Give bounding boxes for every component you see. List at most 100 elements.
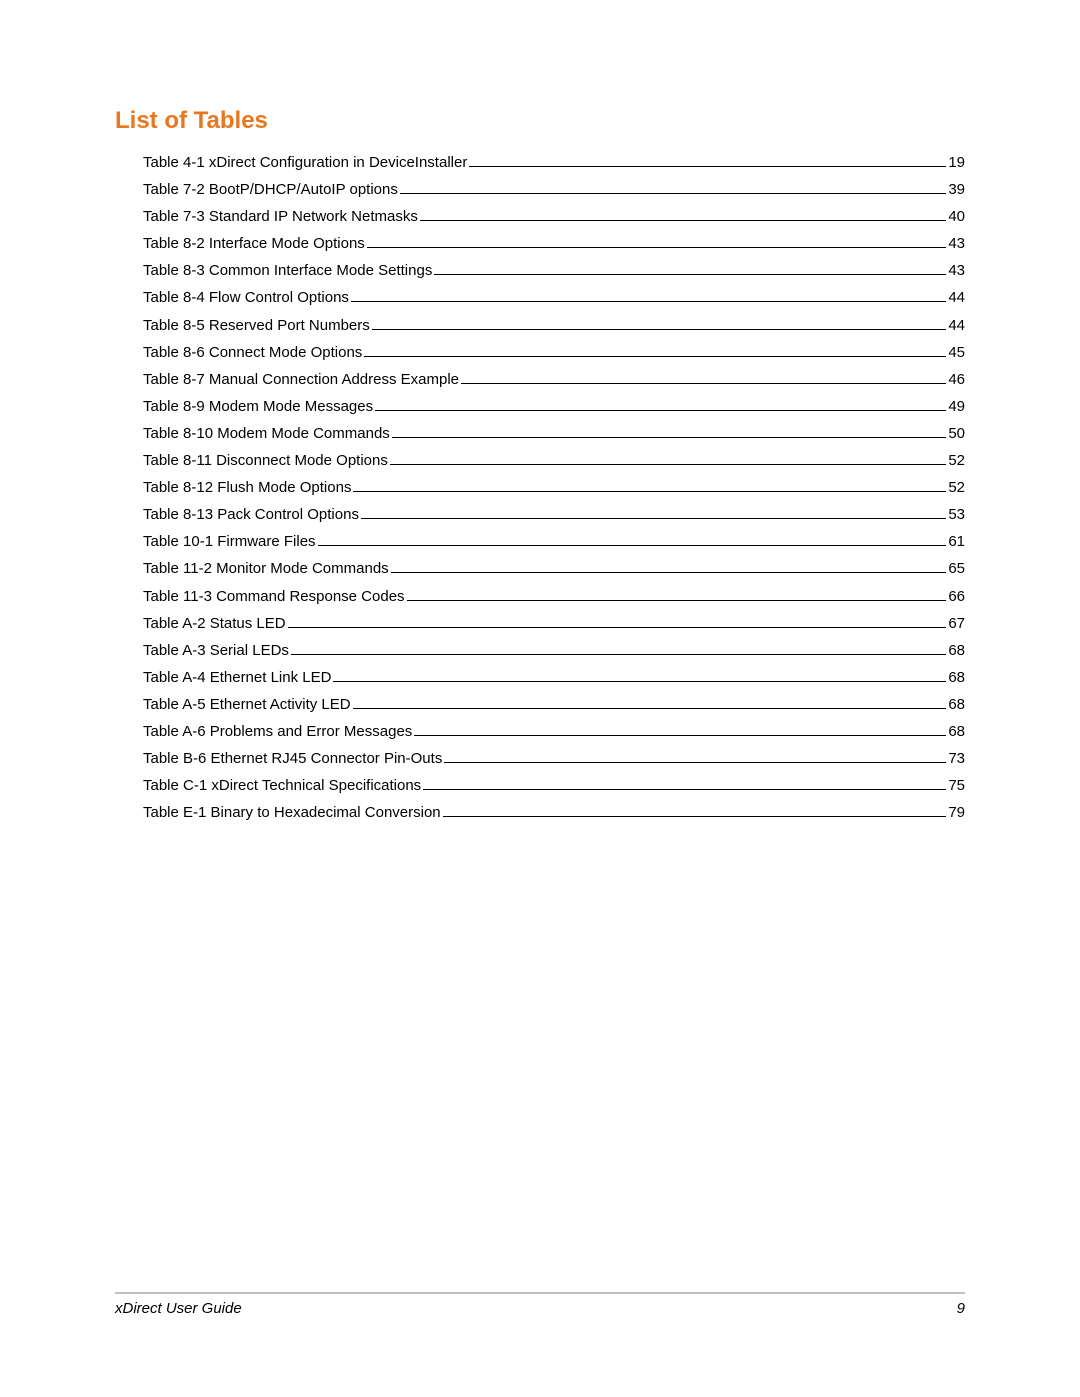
toc-entry[interactable]: Table 8-3 Common Interface Mode Settings…	[143, 261, 965, 281]
toc-entry-label: Table 8-13 Pack Control Options	[143, 505, 359, 525]
toc-leader	[351, 301, 946, 302]
toc-entry[interactable]: Table 11-3 Command Response Codes 66	[143, 587, 965, 607]
toc-entry[interactable]: Table 7-2 BootP/DHCP/AutoIP options 39	[143, 180, 965, 200]
toc-leader	[423, 789, 946, 790]
toc-entry-page: 46	[948, 370, 965, 390]
toc-entry[interactable]: Table A-5 Ethernet Activity LED 68	[143, 695, 965, 715]
toc-entry-page: 45	[948, 343, 965, 363]
toc-entry[interactable]: Table 8-7 Manual Connection Address Exam…	[143, 370, 965, 390]
toc-entry-page: 40	[948, 207, 965, 227]
toc-leader	[291, 654, 946, 655]
toc-leader	[367, 247, 947, 248]
toc-entry-page: 52	[948, 478, 965, 498]
toc-entry-page: 75	[948, 776, 965, 796]
toc-entry-label: Table 8-10 Modem Mode Commands	[143, 424, 390, 444]
toc-entry-page: 19	[948, 153, 965, 173]
toc-leader	[318, 545, 947, 546]
toc-entry-label: Table A-2 Status LED	[143, 614, 286, 634]
toc-entry[interactable]: Table 7-3 Standard IP Network Netmasks 4…	[143, 207, 965, 227]
toc-entry[interactable]: Table A-6 Problems and Error Messages 68	[143, 722, 965, 742]
toc-entry-page: 53	[948, 505, 965, 525]
toc-entry-label: Table 8-3 Common Interface Mode Settings	[143, 261, 432, 281]
toc-entry[interactable]: Table A-4 Ethernet Link LED 68	[143, 668, 965, 688]
page-title: List of Tables	[115, 107, 965, 135]
toc-leader	[444, 762, 946, 763]
toc-entry-label: Table 7-3 Standard IP Network Netmasks	[143, 207, 418, 227]
footer-doc-title: xDirect User Guide	[115, 1300, 242, 1317]
toc-entry-label: Table 10-1 Firmware Files	[143, 532, 316, 552]
toc-entry[interactable]: Table A-2 Status LED 67	[143, 614, 965, 634]
toc-leader	[333, 681, 946, 682]
toc-entry-label: Table 4-1 xDirect Configuration in Devic…	[143, 153, 467, 173]
toc-entry[interactable]: Table 8-10 Modem Mode Commands 50	[143, 424, 965, 444]
toc-entry-label: Table 8-6 Connect Mode Options	[143, 343, 362, 363]
toc-entry[interactable]: Table 8-5 Reserved Port Numbers 44	[143, 316, 965, 336]
toc-entry-page: 68	[948, 722, 965, 742]
toc-entry-label: Table 7-2 BootP/DHCP/AutoIP options	[143, 180, 398, 200]
toc-entry-label: Table 8-5 Reserved Port Numbers	[143, 316, 370, 336]
toc-leader	[375, 410, 946, 411]
toc-entry-label: Table 8-11 Disconnect Mode Options	[143, 451, 388, 471]
toc-entry[interactable]: Table 8-12 Flush Mode Options 52	[143, 478, 965, 498]
toc-entry-label: Table 11-3 Command Response Codes	[143, 587, 405, 607]
toc-entry-label: Table E-1 Binary to Hexadecimal Conversi…	[143, 803, 441, 823]
toc-entry-page: 50	[948, 424, 965, 444]
toc-leader	[390, 464, 946, 465]
toc-entry[interactable]: Table 8-13 Pack Control Options 53	[143, 505, 965, 525]
toc-leader	[361, 518, 946, 519]
toc-entry[interactable]: Table E-1 Binary to Hexadecimal Conversi…	[143, 803, 965, 823]
toc-leader	[288, 627, 947, 628]
toc-entry[interactable]: Table 8-6 Connect Mode Options 45	[143, 343, 965, 363]
toc-entry[interactable]: Table A-3 Serial LEDs68	[143, 641, 965, 661]
toc-entry-page: 68	[948, 668, 965, 688]
footer-page-number: 9	[957, 1300, 965, 1317]
toc-entry-label: Table 8-2 Interface Mode Options	[143, 234, 365, 254]
toc-entry-label: Table 8-9 Modem Mode Messages	[143, 397, 373, 417]
page-footer: xDirect User Guide 9	[115, 1292, 965, 1317]
toc-entry[interactable]: Table 8-11 Disconnect Mode Options 52	[143, 451, 965, 471]
document-page: List of Tables Table 4-1 xDirect Configu…	[0, 0, 1080, 1397]
toc-leader	[414, 735, 946, 736]
toc-leader	[400, 193, 946, 194]
toc-leader	[392, 437, 947, 438]
toc-entry-page: 66	[948, 587, 965, 607]
toc-entry[interactable]: Table 11-2 Monitor Mode Commands 65	[143, 559, 965, 579]
toc-entry-page: 39	[948, 180, 965, 200]
toc-leader	[420, 220, 946, 221]
toc-entry[interactable]: Table B-6 Ethernet RJ45 Connector Pin-Ou…	[143, 749, 965, 769]
toc-entry-label: Table A-5 Ethernet Activity LED	[143, 695, 351, 715]
toc-entry-page: 49	[948, 397, 965, 417]
toc-entry-page: 44	[948, 316, 965, 336]
toc-entry-page: 79	[948, 803, 965, 823]
toc-entry[interactable]: Table 8-9 Modem Mode Messages 49	[143, 397, 965, 417]
toc-entry-label: Table 11-2 Monitor Mode Commands	[143, 559, 389, 579]
toc-entry-label: Table B-6 Ethernet RJ45 Connector Pin-Ou…	[143, 749, 442, 769]
toc-entry-page: 43	[948, 261, 965, 281]
toc-entry[interactable]: Table 8-4 Flow Control Options 44	[143, 288, 965, 308]
toc-leader	[443, 816, 947, 817]
toc-entry-page: 68	[948, 695, 965, 715]
toc-entry-label: Table A-3 Serial LEDs	[143, 641, 289, 661]
toc-entry[interactable]: Table C-1 xDirect Technical Specificatio…	[143, 776, 965, 796]
toc-entry-label: Table C-1 xDirect Technical Specificatio…	[143, 776, 421, 796]
toc-entry-label: Table 8-12 Flush Mode Options	[143, 478, 351, 498]
toc-entry-label: Table 8-7 Manual Connection Address Exam…	[143, 370, 459, 390]
toc-leader	[434, 274, 946, 275]
toc-leader	[461, 383, 946, 384]
toc-leader	[353, 708, 947, 709]
toc-entry-label: Table 8-4 Flow Control Options	[143, 288, 349, 308]
toc-leader	[407, 600, 947, 601]
toc-entry-label: Table A-6 Problems and Error Messages	[143, 722, 412, 742]
toc-entry-page: 65	[948, 559, 965, 579]
toc-entry-label: Table A-4 Ethernet Link LED	[143, 668, 331, 688]
toc-entry-page: 43	[948, 234, 965, 254]
toc-entry[interactable]: Table 4-1 xDirect Configuration in Devic…	[143, 153, 965, 173]
toc-entry-page: 52	[948, 451, 965, 471]
list-of-tables: Table 4-1 xDirect Configuration in Devic…	[143, 153, 965, 823]
toc-entry-page: 61	[948, 532, 965, 552]
toc-entry[interactable]: Table 8-2 Interface Mode Options 43	[143, 234, 965, 254]
toc-leader	[364, 356, 946, 357]
toc-leader	[391, 572, 947, 573]
toc-entry[interactable]: Table 10-1 Firmware Files 61	[143, 532, 965, 552]
toc-entry-page: 67	[948, 614, 965, 634]
